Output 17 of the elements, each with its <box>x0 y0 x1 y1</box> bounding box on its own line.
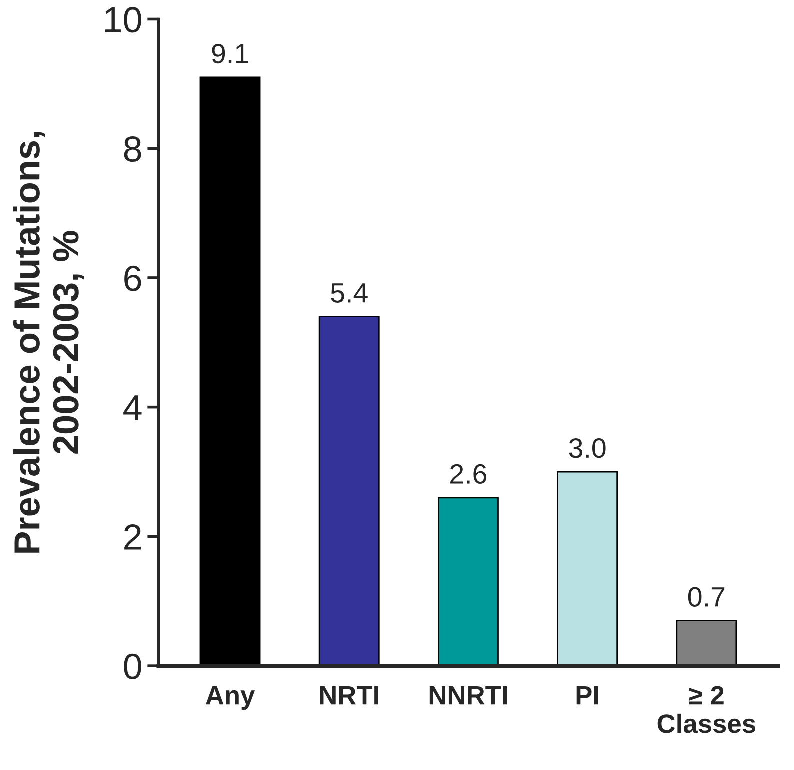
y-tick-label: 4 <box>124 396 142 420</box>
y-axis-title: Prevalence of Mutations, 2002-2003, % <box>13 132 84 553</box>
x-tick-label: ≥ 2 Classes <box>658 686 756 734</box>
y-tick-label: 0 <box>124 654 142 680</box>
x-tick-label: NNRTI <box>430 686 508 705</box>
y-tick-label: 10 <box>105 7 142 33</box>
y-tick-label: 2 <box>124 524 142 550</box>
data-label: 9.1 <box>212 44 248 64</box>
x-tick-label: NRTI <box>320 686 378 705</box>
y-tick-label: 8 <box>124 136 142 162</box>
data-label: 2.6 <box>450 464 487 484</box>
x-tick-label: Any <box>206 686 256 710</box>
y-tick-label: 6 <box>124 266 142 292</box>
data-label: 0.7 <box>688 587 725 607</box>
x-tick-label: PI <box>576 686 598 705</box>
data-label: 3.0 <box>569 438 606 458</box>
data-label: 5.4 <box>331 284 368 303</box>
